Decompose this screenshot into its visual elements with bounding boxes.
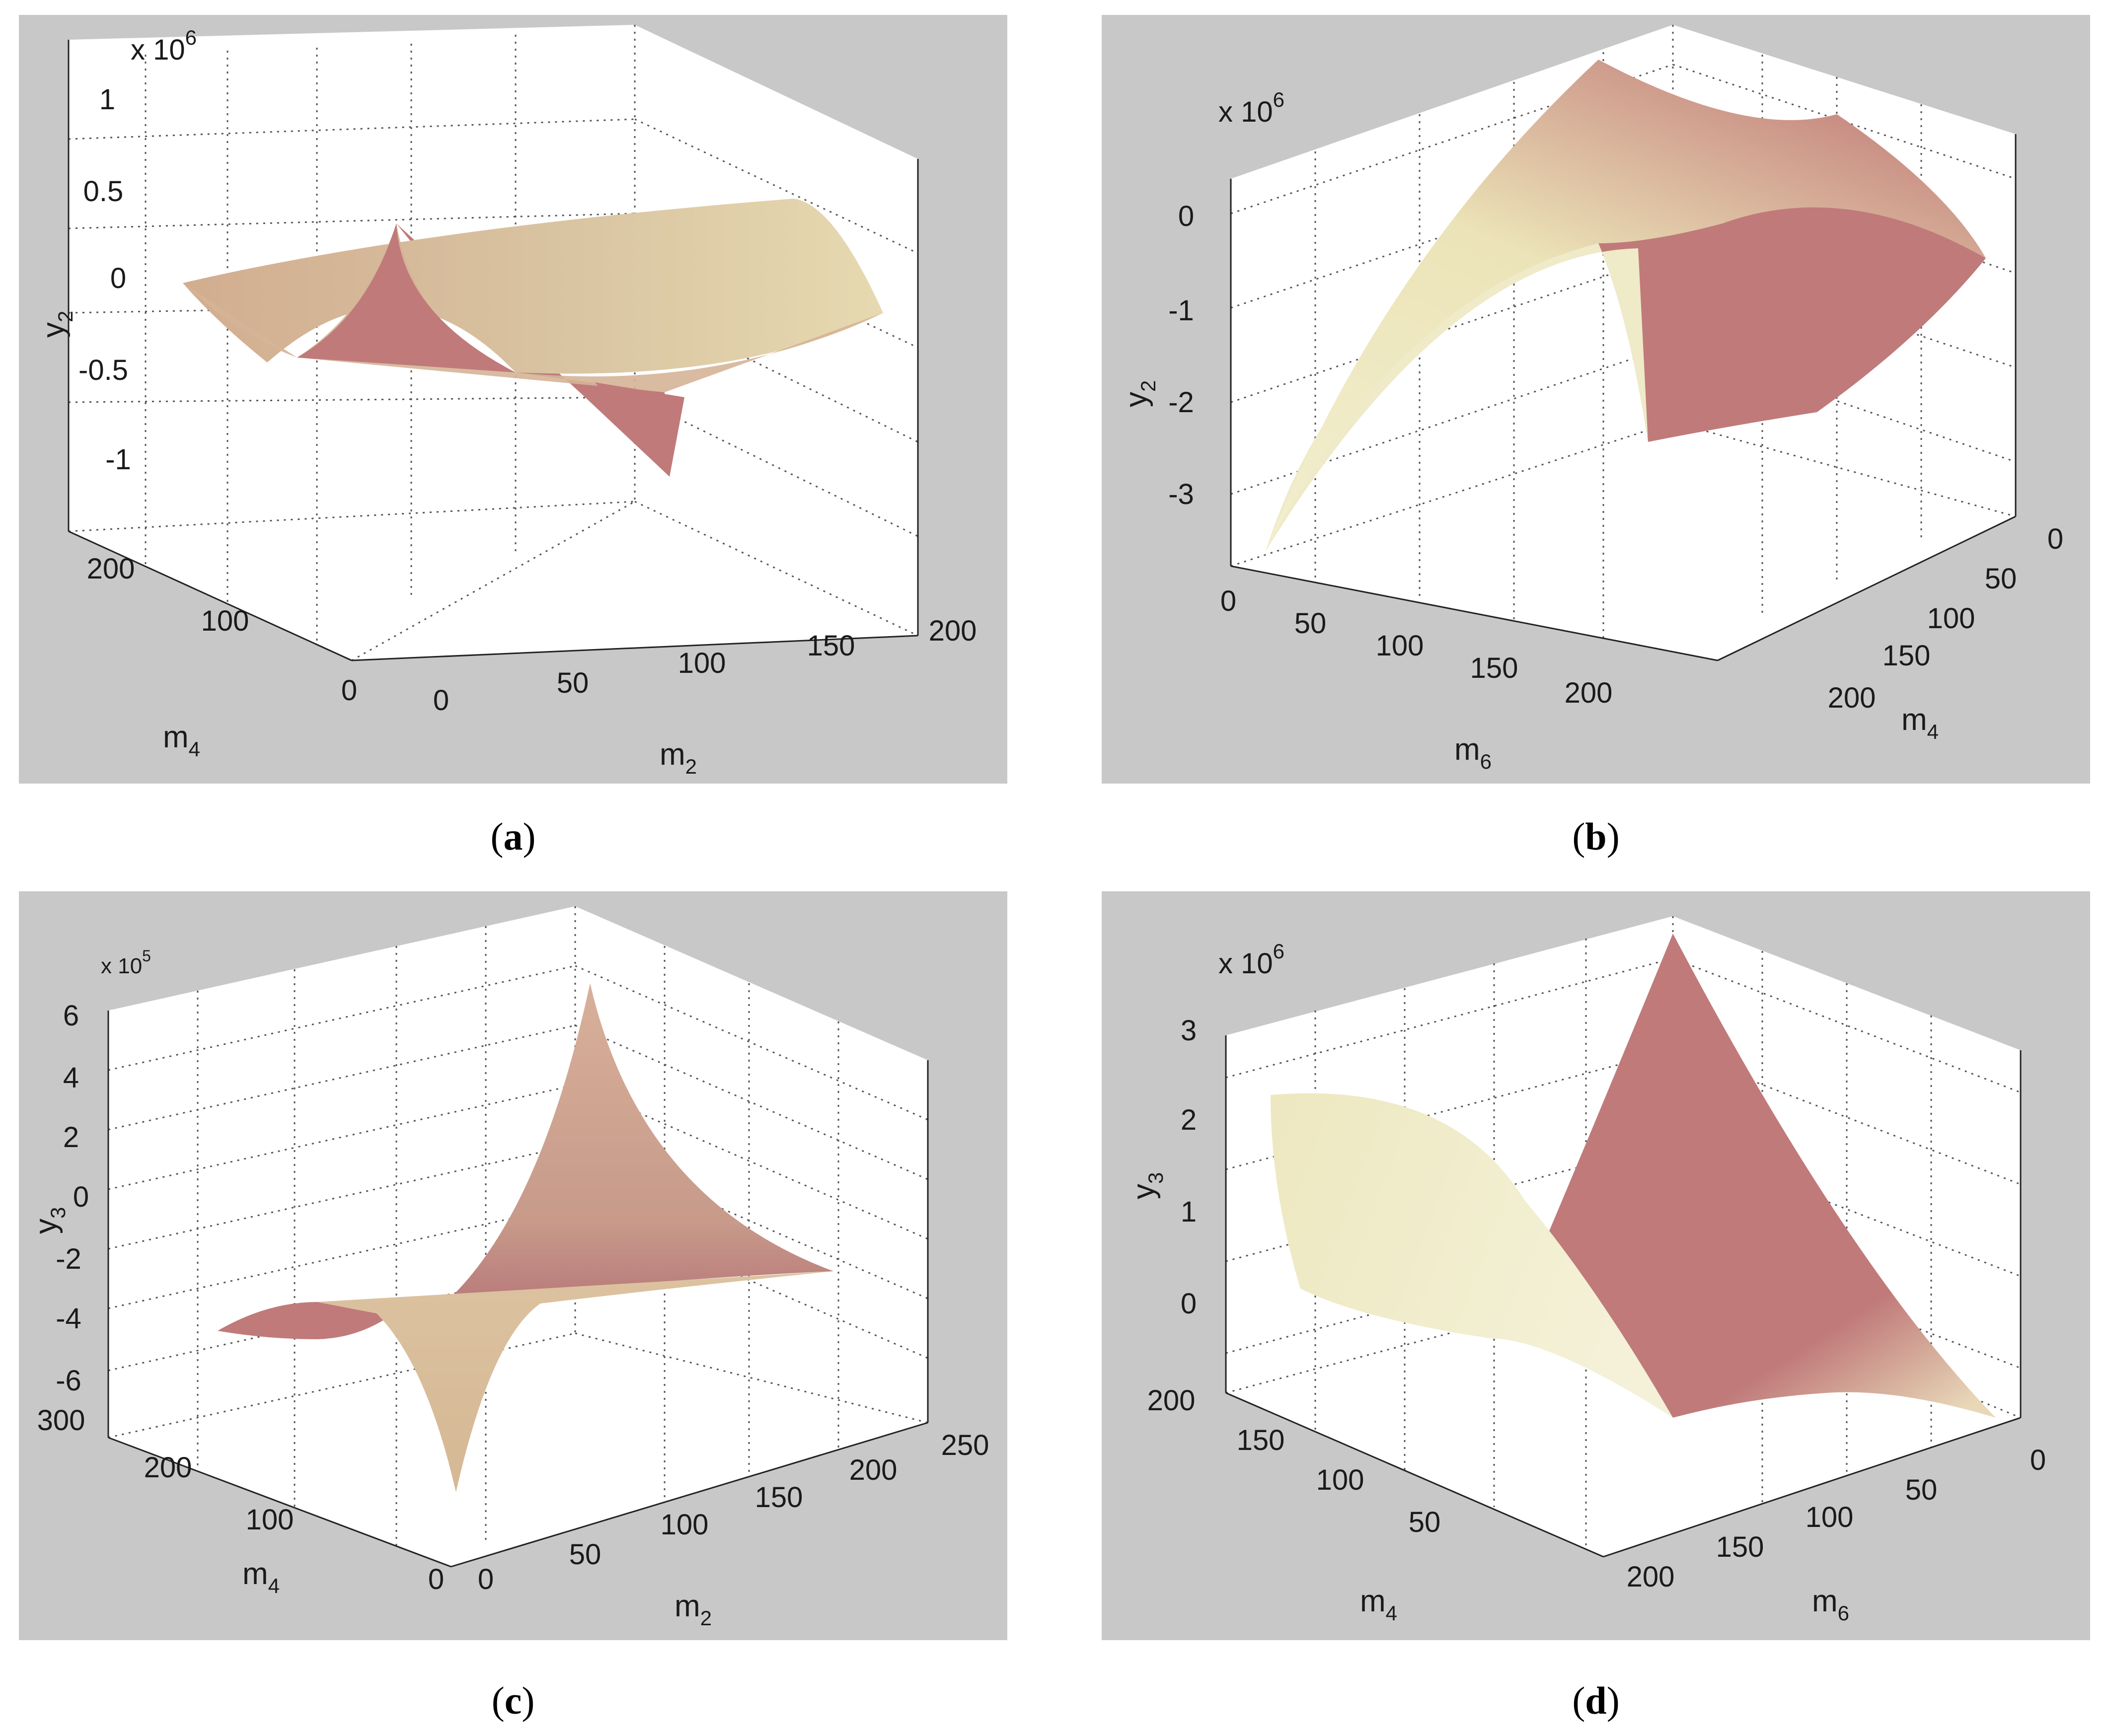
z-tick-b-1: -1 xyxy=(1168,294,1194,327)
z-label-d: y3 xyxy=(1127,1172,1167,1199)
caption-c: (c) xyxy=(491,1679,535,1722)
x-tick-b-2: 100 xyxy=(1376,630,1424,662)
z-tick-b-3: -3 xyxy=(1168,478,1194,510)
x-tick-d-1: 150 xyxy=(1716,1531,1764,1563)
y-tick-d-0: 200 xyxy=(1147,1384,1196,1417)
caption-a: (a) xyxy=(490,815,536,858)
x-label-c: m2 xyxy=(675,1589,712,1630)
x-label-a: m2 xyxy=(660,737,697,778)
y-label-b: m4 xyxy=(1901,703,1939,743)
y-tick-c-1: 200 xyxy=(144,1451,192,1484)
y-tick-b-2: 100 xyxy=(1927,602,1975,635)
surface-spike-a xyxy=(297,223,516,372)
z-label-c: y3 xyxy=(29,1207,70,1234)
z-tick-d-3: 0 xyxy=(1181,1288,1197,1320)
y-label-d: m4 xyxy=(1360,1584,1397,1625)
grid-lines xyxy=(108,906,928,1547)
y-tick-a-2: 0 xyxy=(341,674,357,707)
x-tick-b-1: 50 xyxy=(1294,607,1327,640)
x-tick-c-2: 100 xyxy=(661,1509,709,1541)
surface-cream-d xyxy=(1271,1093,1673,1418)
x-tick-c-3: 150 xyxy=(755,1481,803,1514)
y-label-a: m4 xyxy=(163,720,200,761)
z-tick-b-2: -2 xyxy=(1168,386,1194,419)
z-tick-d-1: 2 xyxy=(1181,1104,1197,1136)
caption-b: (b) xyxy=(1572,815,1620,858)
x-tick-a-0: 0 xyxy=(433,684,449,717)
z-tick-c-5: -4 xyxy=(56,1302,81,1335)
y-tick-d-3: 50 xyxy=(1409,1506,1441,1538)
chart-panel-d: 3 2 1 0 x 106 y3 200 150 100 50 m4 200 1… xyxy=(1102,891,2090,1640)
x-tick-c-1: 50 xyxy=(569,1538,602,1571)
x-tick-c-4: 200 xyxy=(849,1454,898,1486)
z-tick-c-1: 4 xyxy=(63,1062,79,1094)
axes-frame xyxy=(107,1011,929,1568)
chart-a-svg: 1 0.5 0 -0.5 -1 x 106 y2 200 100 0 m4 0 … xyxy=(36,25,977,778)
z-tick-c-0: 6 xyxy=(63,1000,79,1032)
chart-panel-b: 0 -1 -2 -3 x 106 y2 0 50 100 150 200 m6 … xyxy=(1102,15,2090,784)
z-tick-b-0: 0 xyxy=(1178,200,1194,232)
caption-d: (d) xyxy=(1572,1679,1620,1722)
z-label-a: y2 xyxy=(36,311,77,338)
z-tick-c-6: -6 xyxy=(56,1365,81,1397)
x-tick-d-0: 200 xyxy=(1627,1561,1675,1593)
y-tick-c-0: 300 xyxy=(37,1404,85,1437)
x-tick-b-0: 0 xyxy=(1220,585,1236,617)
surface-front-c xyxy=(317,1271,833,1492)
y-tick-c-2: 100 xyxy=(246,1504,294,1536)
x-label-b: m6 xyxy=(1454,732,1492,773)
y-tick-b-0: 0 xyxy=(2047,523,2063,555)
z-tick-d-0: 3 xyxy=(1181,1014,1197,1047)
surface-back-c xyxy=(446,983,833,1302)
x-tick-c-5: 250 xyxy=(941,1429,989,1461)
z-tick-a-1: 0.5 xyxy=(83,175,124,208)
chart-panel-a: 1 0.5 0 -0.5 -1 x 106 y2 200 100 0 m4 0 … xyxy=(19,15,1007,784)
axes-frame xyxy=(68,40,919,661)
surface-back-a xyxy=(183,199,883,374)
z-tick-d-2: 1 xyxy=(1181,1196,1197,1228)
z-multiplier-b: x 106 xyxy=(1218,88,1284,128)
y-tick-c-3: 0 xyxy=(428,1563,444,1595)
z-tick-c-4: -2 xyxy=(56,1243,81,1275)
y-tick-b-4: 200 xyxy=(1828,682,1876,714)
y-tick-a-1: 100 xyxy=(201,605,249,637)
x-tick-c-0: 0 xyxy=(478,1563,494,1595)
z-multiplier-a: x 106 xyxy=(131,26,197,66)
z-tick-c-3: 0 xyxy=(73,1181,89,1213)
x-tick-a-4: 200 xyxy=(929,615,977,647)
x-tick-d-4: 0 xyxy=(2030,1444,2046,1476)
x-tick-a-1: 50 xyxy=(557,667,589,699)
z-tick-a-4: -1 xyxy=(105,443,131,476)
x-tick-a-2: 100 xyxy=(678,647,726,679)
surface-left-c xyxy=(218,1302,406,1339)
axes-frame xyxy=(1230,134,2017,661)
axes-frame xyxy=(1225,1035,2022,1558)
chart-d-svg: 3 2 1 0 x 106 y3 200 150 100 50 m4 200 1… xyxy=(1127,916,2046,1625)
y-tick-d-2: 100 xyxy=(1316,1464,1364,1496)
x-tick-b-4: 200 xyxy=(1565,677,1613,709)
z-tick-a-0: 1 xyxy=(99,83,115,116)
x-tick-a-3: 150 xyxy=(807,630,855,662)
y-tick-b-1: 50 xyxy=(1985,563,2017,595)
z-label-b: y2 xyxy=(1119,380,1160,407)
x-tick-d-2: 100 xyxy=(1806,1501,1854,1533)
x-tick-b-3: 150 xyxy=(1470,652,1518,684)
chart-panel-c: 6 4 2 0 -2 -4 -6 x 105 y3 300 200 100 0 … xyxy=(19,891,1007,1640)
z-multiplier-d: x 106 xyxy=(1218,940,1284,980)
chart-b-svg: 0 -1 -2 -3 x 106 y2 0 50 100 150 200 m6 … xyxy=(1119,25,2063,773)
y-tick-a-0: 200 xyxy=(87,553,135,585)
z-tick-c-2: 2 xyxy=(63,1121,79,1154)
y-label-c: m4 xyxy=(242,1557,280,1597)
surface-rose-d xyxy=(1544,934,1996,1418)
z-tick-a-3: -0.5 xyxy=(78,354,128,386)
z-tick-a-2: 0 xyxy=(110,262,126,294)
y-tick-b-3: 150 xyxy=(1883,640,1931,672)
z-multiplier-c: x 105 xyxy=(101,947,151,978)
chart-c-svg: 6 4 2 0 -2 -4 -6 x 105 y3 300 200 100 0 … xyxy=(29,906,989,1630)
surface-top-b xyxy=(1266,60,1986,551)
x-tick-d-3: 50 xyxy=(1905,1474,1938,1506)
x-label-d: m6 xyxy=(1812,1584,1849,1625)
surface-drop-a xyxy=(595,382,684,477)
y-tick-d-1: 150 xyxy=(1237,1424,1285,1456)
